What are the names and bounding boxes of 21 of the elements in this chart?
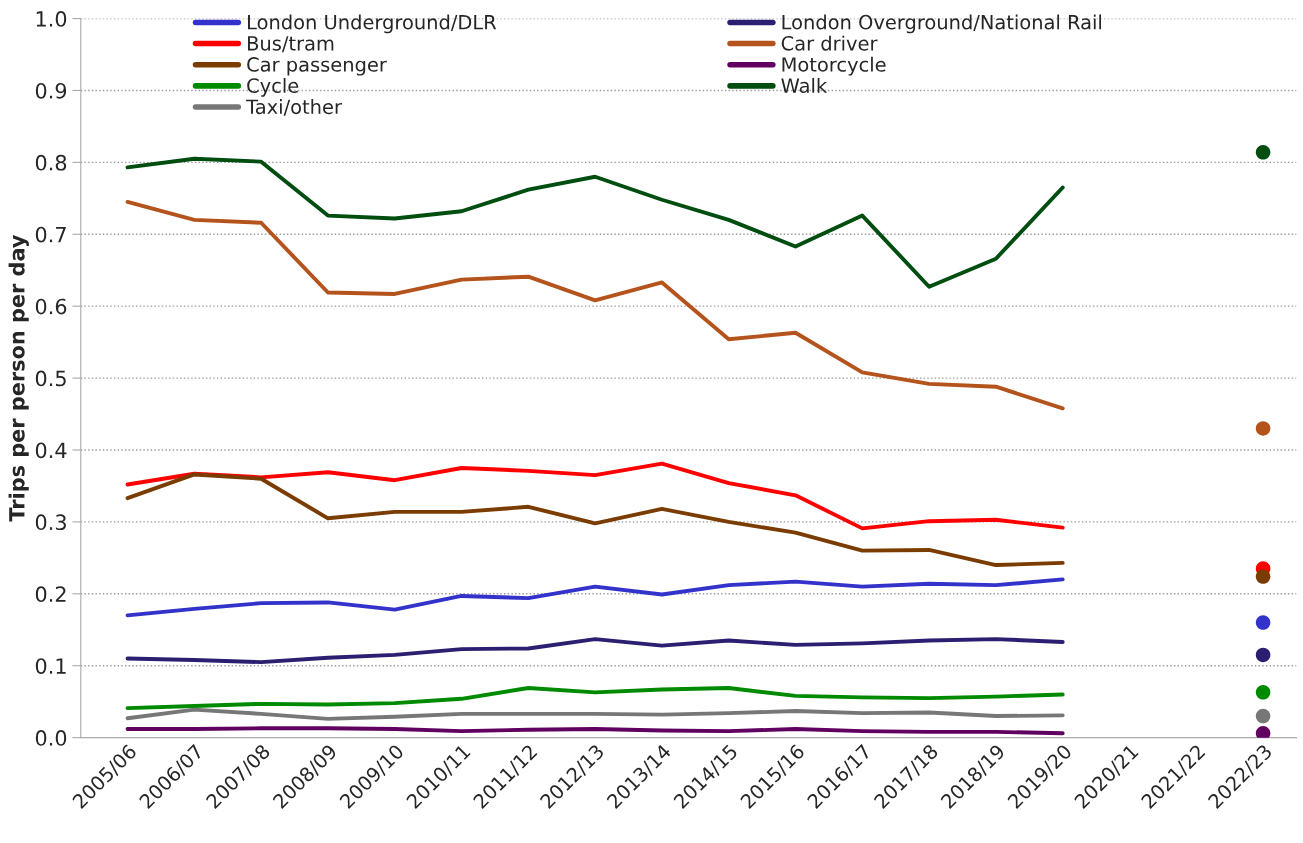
y-axis-title: Trips per person per day	[8, 234, 29, 522]
legend-label: Car passenger	[247, 57, 387, 76]
y-tick-label: 0.4	[35, 442, 67, 459]
y-tick-label: 0.5	[35, 370, 66, 387]
y-tick-label: 0.2	[35, 586, 66, 603]
y-tick-label: 0.7	[35, 226, 66, 243]
y-tick-label: 0.6	[35, 298, 67, 315]
legend-label: Car driver	[781, 35, 878, 51]
legend-label: Motorcycle	[782, 56, 886, 76]
legend-label: Taxi/other	[246, 99, 342, 116]
legend-label: Walk	[781, 77, 828, 93]
y-tick-label: 0.8	[35, 154, 67, 171]
y-tick-label: 0.9	[35, 82, 67, 99]
y-tick-label: 0.3	[35, 514, 66, 531]
y-tick-label: 0.0	[35, 730, 67, 746]
y-tick-label: 1.0	[36, 11, 67, 27]
legend-label: Cycle	[247, 77, 299, 97]
legend-label: Bus/tram	[248, 36, 334, 53]
legend-label: London Underground/DLR	[248, 14, 497, 34]
y-tick-label: 0.1	[35, 658, 66, 674]
legend-label: London Overground/National Rail	[782, 14, 1102, 34]
